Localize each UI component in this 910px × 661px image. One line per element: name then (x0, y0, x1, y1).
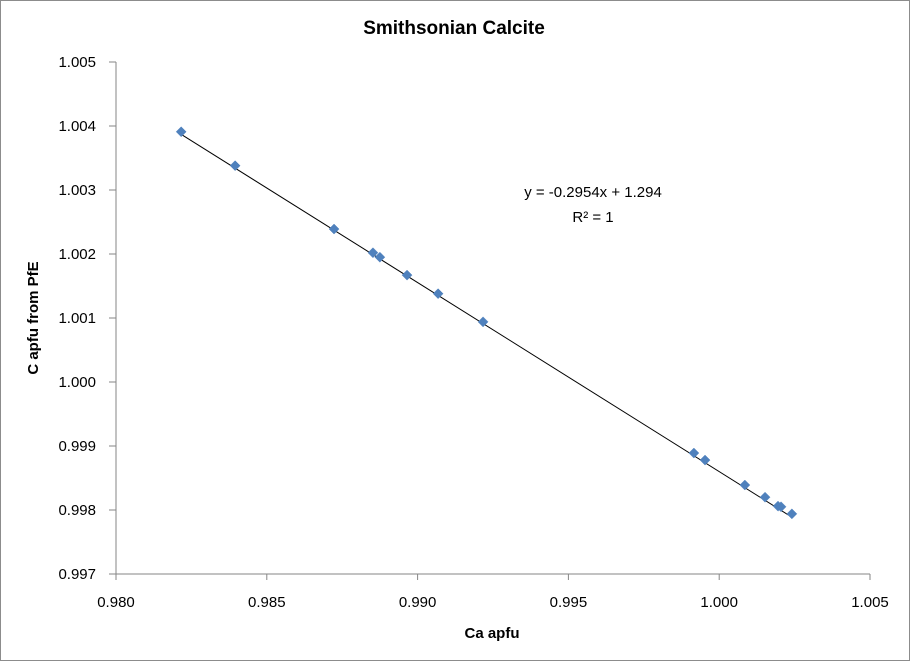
x-tick-label: 0.995 (550, 594, 588, 611)
data-point (367, 247, 379, 259)
y-tick-label: 1.003 (58, 182, 96, 199)
data-point (328, 223, 340, 235)
data-point (432, 288, 444, 300)
y-tick-label: 1.005 (58, 54, 96, 71)
data-point (775, 501, 787, 513)
data-point (401, 269, 413, 281)
trendline-r2: R² = 1 (572, 209, 613, 226)
data-point (688, 447, 700, 459)
x-tick-label: 1.005 (851, 594, 889, 611)
data-point (739, 479, 751, 491)
x-tick-label: 1.000 (700, 594, 738, 611)
data-point (374, 251, 386, 263)
x-tick-label: 0.990 (399, 594, 437, 611)
y-tick-label: 0.997 (58, 566, 96, 583)
y-tick-label: 1.002 (58, 246, 96, 263)
data-point (759, 491, 771, 503)
y-tick-label: 1.000 (58, 374, 96, 391)
x-axis-label: Ca apfu (464, 625, 519, 642)
y-tick-label: 1.001 (58, 310, 96, 327)
chart-title: Smithsonian Calcite (363, 18, 545, 39)
x-tick-label: 0.985 (248, 594, 286, 611)
y-tick-label: 0.999 (58, 438, 96, 455)
y-tick-label: 0.998 (58, 502, 96, 519)
trendline-equation: y = -0.2954x + 1.294 (524, 184, 662, 201)
axes: 1.005 1.004 1.003 1.002 1.001 1.000 0.999 0.998… (58, 54, 888, 611)
data-point (229, 160, 241, 172)
data-point (477, 316, 489, 328)
y-tick-label: 1.004 (58, 118, 96, 135)
data-point (175, 126, 187, 138)
data-point (786, 508, 798, 520)
y-axis-label: C apfu from PfE (25, 261, 42, 374)
data-points (175, 126, 798, 520)
x-tick-label: 0.980 (97, 594, 135, 611)
data-point (699, 454, 711, 466)
